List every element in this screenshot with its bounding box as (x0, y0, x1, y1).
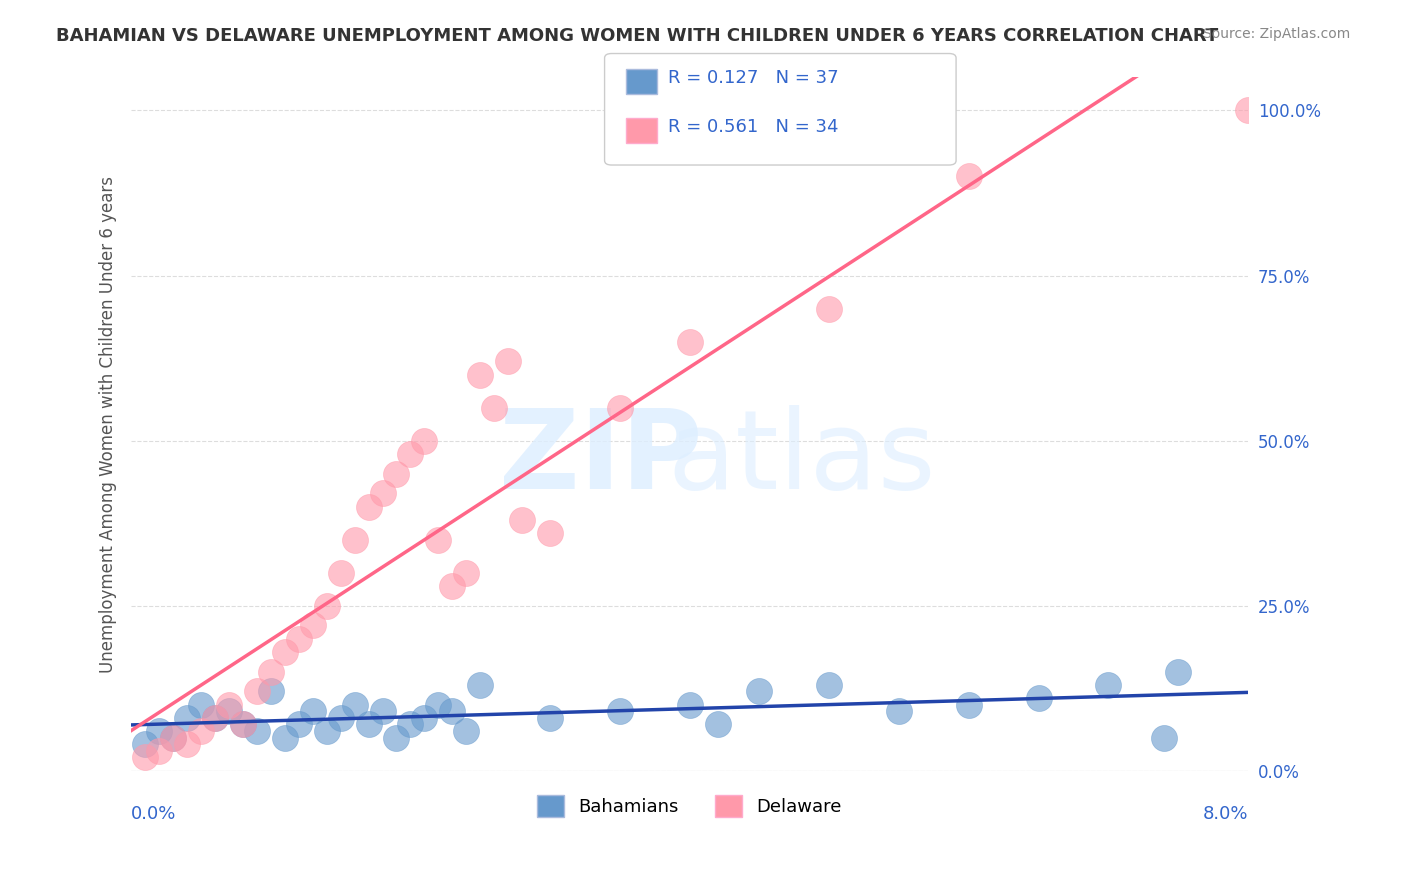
Point (399, 717, 422, 731)
Point (148, 744, 170, 758)
Point (287, 632, 309, 646)
Point (301, 704, 323, 718)
Point (274, 731, 297, 745)
Legend: Bahamians, Delaware: Bahamians, Delaware (530, 788, 849, 824)
Point (456, 566, 478, 580)
Point (260, 684, 283, 698)
Point (609, 401, 631, 415)
Point (385, 467, 408, 481)
Point (218, 698, 240, 712)
Text: ZIP: ZIP (499, 405, 702, 512)
Point (1097, 678, 1119, 692)
Point (1153, 731, 1175, 745)
Point (162, 731, 184, 745)
Point (413, 711, 436, 725)
Point (427, 698, 450, 712)
Y-axis label: Unemployment Among Women with Children Under 6 years: Unemployment Among Women with Children U… (100, 176, 117, 673)
Text: R = 0.127   N = 37: R = 0.127 N = 37 (668, 69, 838, 87)
Point (441, 579, 464, 593)
Point (482, 401, 505, 415)
Point (204, 711, 226, 725)
Point (176, 737, 198, 751)
Point (609, 704, 631, 718)
Point (957, 698, 980, 712)
Point (315, 599, 337, 613)
Point (456, 724, 478, 739)
Point (510, 513, 533, 527)
Point (190, 724, 212, 739)
Point (246, 724, 269, 739)
Point (1028, 691, 1050, 706)
Point (329, 711, 352, 725)
Point (427, 533, 450, 547)
Point (371, 486, 394, 500)
Point (818, 678, 841, 692)
Point (538, 526, 561, 541)
Text: BAHAMIAN VS DELAWARE UNEMPLOYMENT AMONG WOMEN WITH CHILDREN UNDER 6 YEARS CORREL: BAHAMIAN VS DELAWARE UNEMPLOYMENT AMONG … (56, 27, 1219, 45)
Point (176, 711, 198, 725)
Point (134, 750, 156, 764)
Point (218, 704, 240, 718)
Point (246, 684, 269, 698)
Point (470, 678, 492, 692)
Point (301, 618, 323, 632)
Point (399, 447, 422, 461)
Point (1167, 665, 1189, 679)
Point (274, 645, 297, 659)
Point (232, 717, 254, 731)
Point (357, 717, 380, 731)
Point (887, 704, 910, 718)
Point (232, 717, 254, 731)
Point (706, 717, 728, 731)
Point (287, 717, 309, 731)
Text: R = 0.561   N = 34: R = 0.561 N = 34 (668, 118, 838, 136)
Point (957, 169, 980, 184)
Point (385, 731, 408, 745)
Point (190, 698, 212, 712)
Point (343, 698, 366, 712)
Point (134, 737, 156, 751)
Point (678, 334, 700, 349)
Point (818, 301, 841, 316)
Text: 0.0%: 0.0% (131, 805, 177, 823)
Point (496, 354, 519, 368)
Point (441, 704, 464, 718)
Point (357, 500, 380, 514)
Point (260, 665, 283, 679)
Point (748, 684, 770, 698)
Point (678, 698, 700, 712)
Text: atlas: atlas (666, 405, 935, 512)
Point (413, 434, 436, 448)
Point (538, 711, 561, 725)
Point (1237, 103, 1260, 118)
Point (371, 704, 394, 718)
Point (162, 731, 184, 745)
Point (470, 368, 492, 382)
Text: Source: ZipAtlas.com: Source: ZipAtlas.com (1202, 27, 1350, 41)
Point (329, 566, 352, 580)
Point (148, 724, 170, 739)
Point (204, 711, 226, 725)
Text: 8.0%: 8.0% (1202, 805, 1249, 823)
Point (315, 724, 337, 739)
Point (343, 533, 366, 547)
